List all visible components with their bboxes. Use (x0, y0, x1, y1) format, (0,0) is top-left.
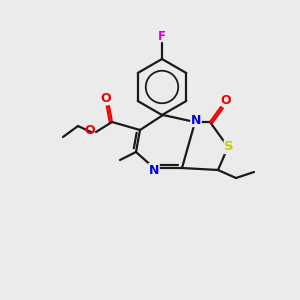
Text: O: O (221, 94, 231, 107)
Text: N: N (191, 113, 201, 127)
Text: O: O (101, 92, 111, 106)
Text: S: S (224, 140, 234, 154)
Text: N: N (149, 164, 159, 176)
Text: O: O (85, 124, 95, 137)
Text: F: F (158, 29, 166, 43)
